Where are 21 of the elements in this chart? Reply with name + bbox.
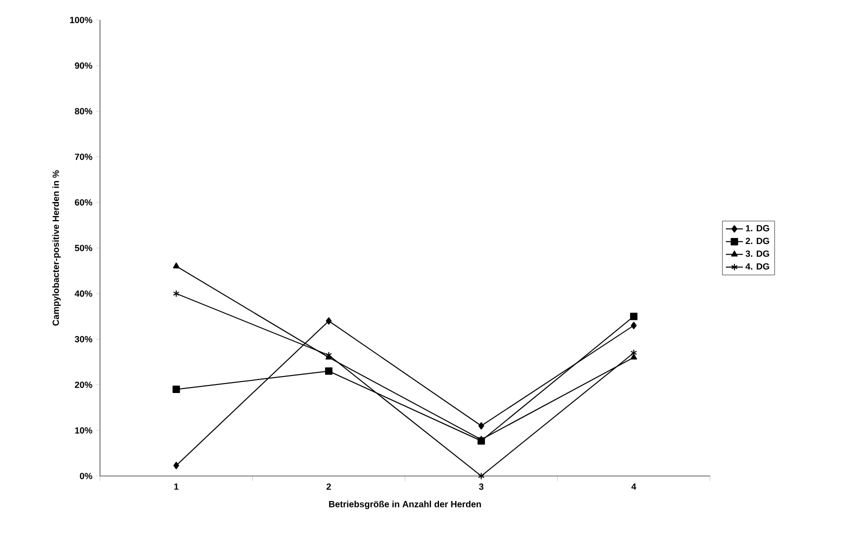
y-tick-label: 20% xyxy=(74,382,92,388)
legend-label: 3. DG xyxy=(746,250,770,257)
x-tick-label: 2 xyxy=(326,484,331,490)
y-tick-label: 60% xyxy=(74,199,92,206)
y-tick-label: 40% xyxy=(74,290,92,297)
x-tick-label: 1 xyxy=(174,484,178,490)
x-axis-title: Betriebsgröße in Anzahl der Herden xyxy=(329,500,481,510)
legend-label: 1. DG xyxy=(746,225,770,232)
x-tick-label: 3 xyxy=(478,484,484,490)
y-axis-title: Campylobacter-positive Herden in % xyxy=(52,170,61,326)
x-tick-label: 4 xyxy=(631,484,636,490)
legend-label: 2. DG xyxy=(746,238,770,244)
y-tick-label: 10% xyxy=(75,427,92,434)
y-tick-label: 30% xyxy=(74,336,92,342)
y-tick-label: 50% xyxy=(74,244,92,252)
y-tick-label: 0% xyxy=(80,472,92,480)
y-tick-label: 70% xyxy=(74,154,92,160)
y-tick-label: 90% xyxy=(74,62,92,69)
y-tick-label: 80% xyxy=(74,108,92,114)
legend-label: 4. DG xyxy=(746,263,770,270)
y-tick-label: 100% xyxy=(70,16,92,24)
